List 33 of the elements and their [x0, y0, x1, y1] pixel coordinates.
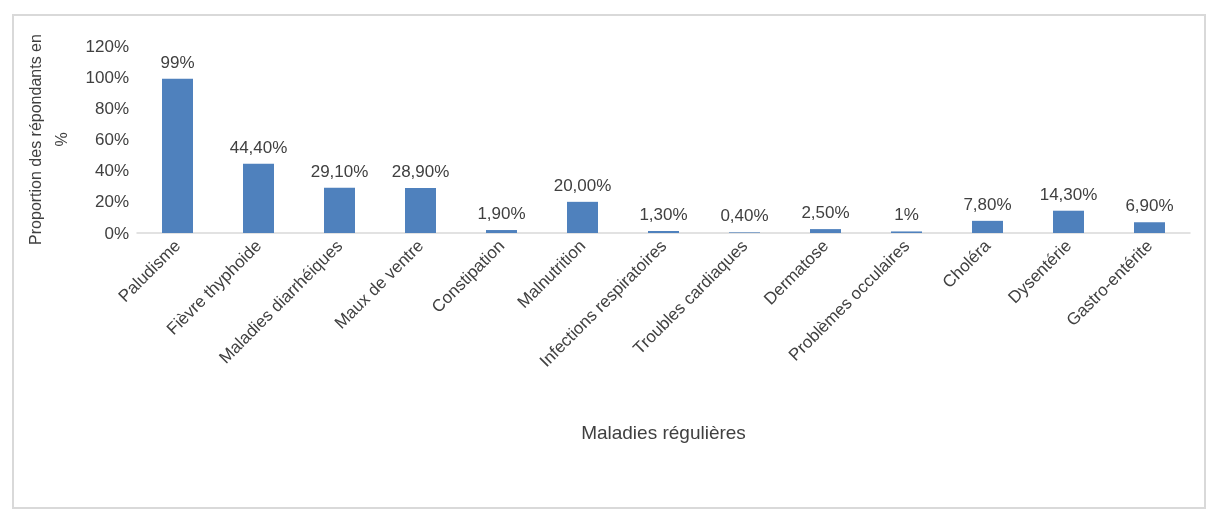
bar	[1134, 222, 1165, 233]
bar	[567, 201, 598, 233]
bar	[243, 163, 274, 233]
data-label: 20,00%	[553, 175, 612, 195]
y-tick-label: 120%	[85, 36, 129, 56]
bar	[1053, 210, 1084, 233]
data-label: 99%	[160, 52, 195, 72]
data-label: 1,30%	[639, 204, 688, 224]
y-axis-title: Proportion des répondants en %	[27, 34, 71, 245]
y-tick-label: 80%	[94, 98, 129, 118]
data-label: 28,90%	[391, 161, 450, 181]
data-label: 7,80%	[963, 194, 1012, 214]
data-label: 0,40%	[720, 206, 769, 226]
data-label: 14,30%	[1039, 184, 1098, 204]
bar	[486, 230, 517, 233]
data-label: 2,50%	[801, 203, 850, 223]
bar	[648, 230, 679, 233]
y-tick-label: 40%	[94, 161, 129, 181]
data-label: 6,90%	[1125, 196, 1174, 216]
data-label: 29,10%	[310, 161, 369, 181]
y-tick-label: 100%	[85, 67, 129, 87]
data-label: 1%	[894, 205, 919, 225]
bar	[810, 229, 841, 233]
data-label: 44,40%	[229, 137, 288, 157]
bar	[162, 78, 193, 233]
data-label: 1,90%	[477, 204, 526, 224]
bar	[405, 187, 436, 233]
y-tick-label: 20%	[94, 192, 129, 212]
x-axis-title: Maladies régulières	[581, 422, 746, 443]
y-tick-label: 60%	[94, 130, 129, 149]
bar	[972, 220, 1003, 233]
bar	[324, 187, 355, 233]
y-tick-label: 0%	[104, 223, 129, 243]
